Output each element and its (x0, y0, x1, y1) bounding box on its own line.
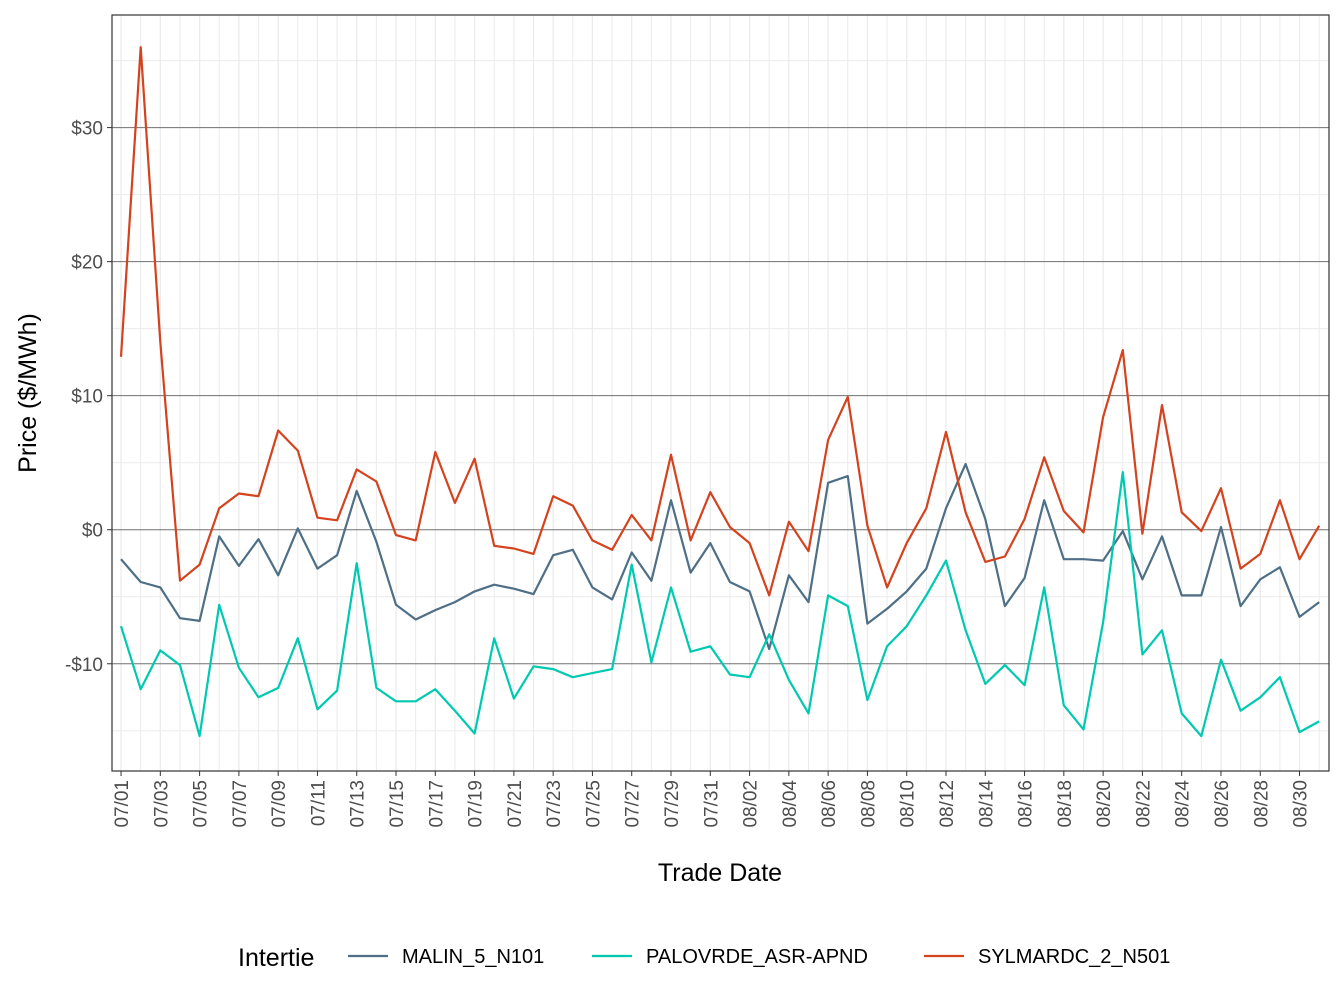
x-tick-label: 07/23 (544, 780, 565, 828)
x-tick-label: 07/25 (583, 780, 604, 828)
y-axis: -$10 $0 $10 $20 $30 (65, 119, 112, 676)
legend: Intertie MALIN_5_N101 PALOVRDE_ASR-APND SY… (238, 944, 1170, 972)
x-tick-label: 08/18 (1055, 780, 1076, 828)
x-tick-label: 07/31 (701, 780, 722, 828)
x-tick-label: 08/30 (1291, 780, 1312, 828)
y-axis-title: Price ($/MWh) (14, 313, 42, 473)
x-tick-label: 07/15 (387, 780, 408, 828)
y-tick-label: $10 (71, 387, 103, 408)
grid (112, 15, 1329, 771)
x-tick-label: 08/16 (1016, 780, 1037, 828)
series-lines (119, 46, 1321, 738)
x-tick-label: 07/19 (466, 780, 487, 828)
legend-label: SYLMARDC_2_N501 (978, 946, 1170, 968)
x-tick-label: 08/22 (1133, 780, 1154, 828)
x-tick-label: 08/24 (1173, 780, 1194, 828)
x-tick-label: 07/05 (191, 780, 212, 828)
x-tick-label: 08/06 (819, 780, 840, 828)
x-tick-label: 08/26 (1212, 780, 1233, 828)
x-tick-label: 07/21 (505, 780, 526, 828)
y-tick-label: -$10 (65, 655, 103, 676)
legend-title: Intertie (238, 944, 314, 972)
x-tick-label: 08/08 (858, 780, 879, 828)
x-tick-label: 08/14 (976, 780, 997, 828)
y-tick-label: $30 (71, 119, 103, 140)
legend-label: PALOVRDE_ASR-APND (646, 946, 868, 968)
x-axis-title: Trade Date (658, 859, 782, 887)
series-line-sylmardc_2_n501 (119, 46, 1321, 597)
x-tick-label: 08/20 (1094, 780, 1115, 828)
x-tick-label: 07/09 (269, 780, 290, 828)
x-tick-label: 08/04 (780, 780, 801, 828)
panel-border (111, 14, 1330, 772)
x-tick-label: 07/29 (662, 780, 683, 828)
x-tick-label: 07/17 (426, 780, 447, 828)
legend-label: MALIN_5_N101 (402, 946, 544, 968)
x-tick-label: 07/11 (308, 780, 329, 826)
x-tick-label: 07/03 (151, 780, 172, 828)
y-tick-label: $0 (82, 521, 103, 542)
x-tick-label: 08/12 (937, 780, 958, 828)
x-tick-label: 08/10 (898, 780, 919, 828)
x-tick-label: 07/13 (348, 780, 369, 828)
x-tick-label: 08/02 (741, 780, 762, 828)
x-tick-label: 07/27 (623, 780, 644, 828)
x-tick-label: 07/01 (112, 780, 133, 828)
x-tick-label: 08/28 (1251, 780, 1272, 828)
y-tick-label: $20 (71, 253, 103, 274)
series-line-malin_5_n101 (120, 462, 1320, 651)
x-tick-label: 07/07 (230, 780, 251, 828)
series-line-palovrde_asr-apnd (119, 471, 1320, 738)
x-axis: 07/01 07/03 07/05 07/07 07/09 07/11 07/13 07/15… (112, 771, 1312, 828)
